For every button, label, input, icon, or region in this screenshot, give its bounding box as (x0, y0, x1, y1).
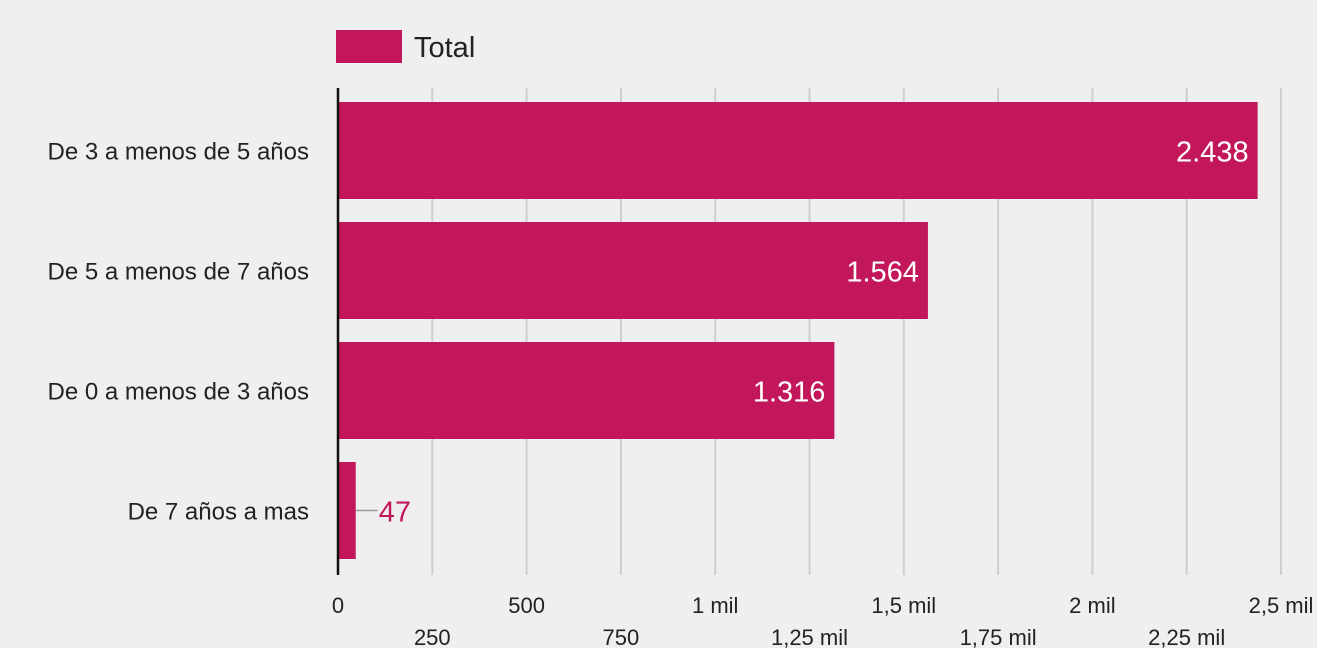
data-label: 1.564 (846, 257, 919, 289)
x-tick-label: 0 (332, 593, 344, 618)
x-tick-label: 2 mil (1069, 593, 1115, 618)
bar (338, 462, 356, 559)
data-label: 2.438 (1176, 137, 1249, 169)
bars: 2.438 1.564 1.316 47 (338, 102, 1258, 559)
x-tick-label: 2,5 mil (1249, 593, 1314, 618)
data-label: 47 (379, 497, 411, 529)
category-label: De 7 años a mas (128, 499, 309, 526)
x-tick-label: 2,25 mil (1148, 625, 1225, 648)
x-tick-label: 1 mil (692, 593, 738, 618)
x-tick-label: 1,25 mil (771, 625, 848, 648)
legend-swatch (336, 30, 402, 63)
x-tick-label: 1,75 mil (960, 625, 1037, 648)
x-axis-ticks: 0 250 500 750 1 mil 1,25 mil 1,5 mil 1,75 mil 2 … (332, 593, 1314, 648)
legend: Total (336, 30, 475, 64)
x-tick-label: 250 (414, 625, 451, 648)
bar (338, 222, 928, 319)
x-tick-label: 500 (508, 593, 545, 618)
legend-label: Total (414, 32, 475, 64)
bar (338, 342, 835, 439)
category-label: De 5 a menos de 7 años (47, 259, 309, 286)
category-label: De 0 a menos de 3 años (47, 379, 309, 406)
x-tick-label: 1,5 mil (871, 593, 936, 618)
bar (338, 102, 1258, 199)
x-tick-label: 750 (603, 625, 640, 648)
category-label: De 3 a menos de 5 años (47, 139, 309, 166)
category-labels: De 3 a menos de 5 años De 5 a menos de 7 … (47, 139, 309, 526)
data-label: 1.316 (753, 377, 826, 409)
